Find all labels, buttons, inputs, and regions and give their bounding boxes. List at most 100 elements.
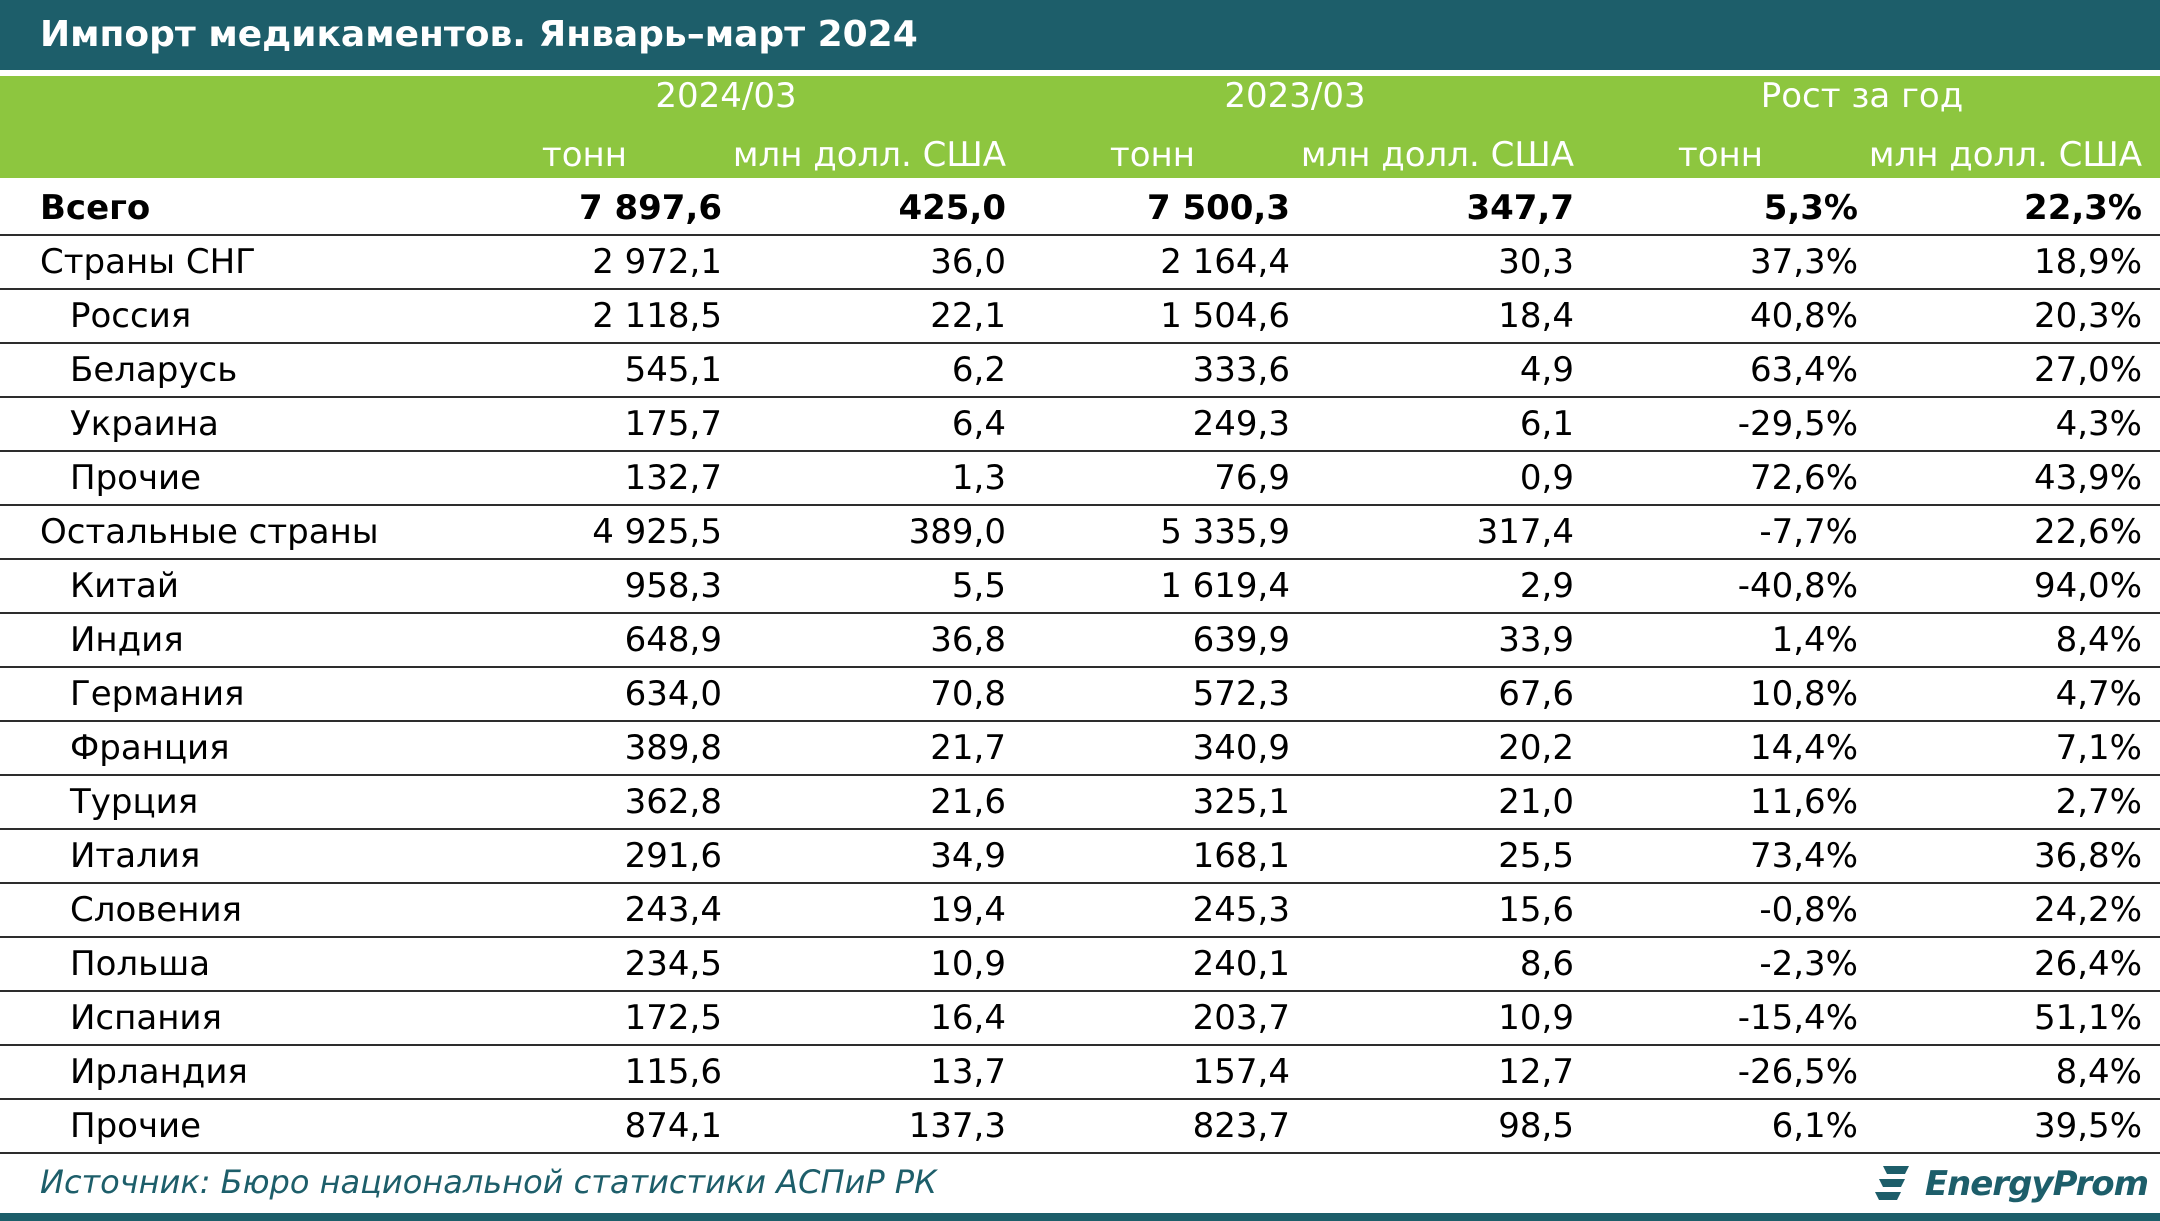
table-row: Всего 7 897,6 425,0 7 500,3 347,7 5,3% 22,3% <box>0 182 2160 236</box>
table-cell: -2,3% <box>1759 944 1858 984</box>
footer: Источник: Бюро национальной статистики А… <box>0 1152 2160 1221</box>
row-label: Польша <box>70 944 211 984</box>
table-cell: 389,8 <box>624 728 722 768</box>
table-cell: 22,1 <box>930 296 1006 336</box>
table-row: Беларусь 545,1 6,2 333,6 4,9 63,4% 27,0% <box>0 344 2160 398</box>
table-cell: 40,8% <box>1749 296 1858 336</box>
table-cell: 245,3 <box>1192 890 1290 930</box>
table-cell: 43,9% <box>2033 458 2142 498</box>
table-cell: 98,5 <box>1498 1106 1574 1146</box>
table-cell: 11,6% <box>1749 782 1858 822</box>
table-cell: 21,7 <box>930 728 1006 768</box>
table-cell: 648,9 <box>624 620 722 660</box>
table-row: Страны СНГ 2 972,1 36,0 2 164,4 30,3 37,3% 18,… <box>0 236 2160 290</box>
table-cell: 2 118,5 <box>592 296 722 336</box>
table-cell: 2 972,1 <box>592 242 722 282</box>
table-header <box>0 70 2160 178</box>
table-cell: 325,1 <box>1192 782 1290 822</box>
table-cell: 10,8% <box>1749 674 1858 714</box>
table-cell: 70,8 <box>930 674 1006 714</box>
table-cell: 21,6 <box>930 782 1006 822</box>
table-cell: 333,6 <box>1192 350 1290 390</box>
row-label: Турция <box>70 782 199 822</box>
row-label: Россия <box>70 296 192 336</box>
table-cell: 4,3% <box>2055 404 2142 444</box>
table-cell: 347,7 <box>1466 188 1574 228</box>
table-cell: 18,4 <box>1498 296 1574 336</box>
table-row: Испания 172,5 16,4 203,7 10,9 -15,4% 51,1% <box>0 992 2160 1046</box>
table-cell: 36,0 <box>930 242 1006 282</box>
table-cell: 5,5 <box>951 566 1006 606</box>
table-cell: 634,0 <box>624 674 722 714</box>
logo: EnergyProm <box>1873 1158 2149 1210</box>
column-group-header: Рост за год <box>1760 76 1964 116</box>
table-cell: 20,2 <box>1498 728 1574 768</box>
table-cell: 30,3 <box>1498 242 1574 282</box>
table-cell: 545,1 <box>624 350 722 390</box>
row-label: Италия <box>70 836 201 876</box>
column-subheader: млн долл. США <box>732 135 1006 175</box>
table-cell: 37,3% <box>1749 242 1858 282</box>
table-cell: 34,9 <box>930 836 1006 876</box>
table-cell: 16,4 <box>930 998 1006 1038</box>
table-cell: 22,6% <box>2033 512 2142 552</box>
table-cell: 175,7 <box>624 404 722 444</box>
table-cell: 72,6% <box>1749 458 1858 498</box>
table-cell: 1,4% <box>1771 620 1858 660</box>
table-cell: 94,0% <box>2033 566 2142 606</box>
table-cell: 340,9 <box>1192 728 1290 768</box>
table-cell: 13,7 <box>930 1052 1006 1092</box>
table-cell: 33,9 <box>1498 620 1574 660</box>
table-cell: 18,9% <box>2033 242 2142 282</box>
table-cell: 2,7% <box>2055 782 2142 822</box>
row-label: Германия <box>70 674 245 714</box>
table-cell: 10,9 <box>930 944 1006 984</box>
table-cell: 425,0 <box>898 188 1006 228</box>
table-cell: 0,9 <box>1519 458 1574 498</box>
table-cell: 203,7 <box>1192 998 1290 1038</box>
table-cell: 39,5% <box>2033 1106 2142 1146</box>
row-label: Прочие <box>70 1106 202 1146</box>
table-cell: 958,3 <box>624 566 722 606</box>
table-cell: 4,9 <box>1519 350 1574 390</box>
table-cell: 317,4 <box>1476 512 1574 552</box>
table-cell: 6,4 <box>951 404 1006 444</box>
table-cell: 362,8 <box>624 782 722 822</box>
row-label: Остальные страны <box>40 512 379 552</box>
table-cell: 24,2% <box>2033 890 2142 930</box>
table-cell: -7,7% <box>1759 512 1858 552</box>
table-cell: -15,4% <box>1737 998 1858 1038</box>
table-cell: 157,4 <box>1192 1052 1290 1092</box>
table-cell: 15,6 <box>1498 890 1574 930</box>
table-cell: 63,4% <box>1749 350 1858 390</box>
table-cell: 137,3 <box>908 1106 1006 1146</box>
table-row: Турция 362,8 21,6 325,1 21,0 11,6% 2,7% <box>0 776 2160 830</box>
table-cell: 19,4 <box>930 890 1006 930</box>
table-cell: 4,7% <box>2055 674 2142 714</box>
table-cell: 249,3 <box>1192 404 1290 444</box>
row-label: Страны СНГ <box>40 242 256 282</box>
table-cell: 1,3 <box>951 458 1006 498</box>
title-bar: Импорт медикаментов. Январь–март 2024 <box>0 0 2160 70</box>
column-subheader: тонн <box>1109 135 1195 175</box>
energyprom-logo-icon <box>1874 1166 1909 1200</box>
table-cell: 389,0 <box>908 512 1006 552</box>
row-label: Индия <box>70 620 184 660</box>
table-cell: 8,6 <box>1519 944 1574 984</box>
source-note: Источник: Бюро национальной статистики А… <box>40 1163 937 1201</box>
table-row: Германия 634,0 70,8 572,3 67,6 10,8% 4,7% <box>0 668 2160 722</box>
table-cell: 7,1% <box>2055 728 2142 768</box>
table-cell: -40,8% <box>1737 566 1858 606</box>
table-row: Индия 648,9 36,8 639,9 33,9 1,4% 8,4% <box>0 614 2160 668</box>
table-cell: 2,9 <box>1519 566 1574 606</box>
table-cell: 1 619,4 <box>1160 566 1290 606</box>
table-cell: 639,9 <box>1192 620 1290 660</box>
table-cell: 22,3% <box>2024 188 2142 228</box>
table-cell: 7 500,3 <box>1146 188 1290 228</box>
row-label: Китай <box>70 566 179 606</box>
table-cell: 67,6 <box>1498 674 1574 714</box>
table-cell: 7 897,6 <box>578 188 722 228</box>
table-cell: 1 504,6 <box>1160 296 1290 336</box>
logo-text: EnergyProm <box>1924 1164 2149 1204</box>
